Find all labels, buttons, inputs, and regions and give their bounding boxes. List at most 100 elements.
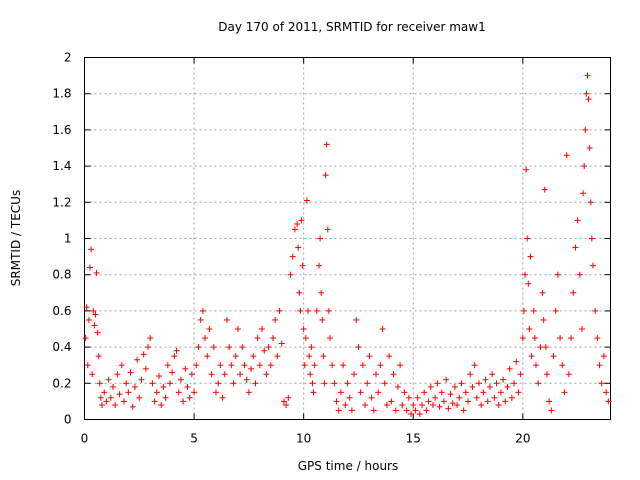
data-point bbox=[381, 380, 388, 387]
data-point bbox=[280, 398, 287, 405]
data-point bbox=[532, 362, 539, 369]
data-point bbox=[303, 197, 310, 204]
data-point bbox=[370, 407, 377, 414]
data-point bbox=[399, 402, 406, 409]
data-point bbox=[542, 344, 549, 351]
data-point bbox=[285, 394, 292, 401]
data-point bbox=[449, 400, 456, 407]
data-point bbox=[313, 307, 320, 314]
data-point bbox=[105, 376, 112, 383]
y-tick-label: 0.6 bbox=[52, 304, 71, 318]
y-tick-label: 0.4 bbox=[52, 340, 71, 354]
data-point bbox=[403, 407, 410, 414]
data-point bbox=[171, 353, 178, 360]
data-point bbox=[460, 407, 467, 414]
data-point bbox=[543, 371, 550, 378]
data-point bbox=[248, 365, 255, 372]
data-point bbox=[226, 344, 233, 351]
data-point bbox=[269, 335, 276, 342]
data-point bbox=[239, 344, 246, 351]
y-tick-label: 1.8 bbox=[52, 87, 71, 101]
data-point bbox=[99, 402, 106, 409]
data-point bbox=[377, 362, 384, 369]
data-point bbox=[383, 402, 390, 409]
data-point bbox=[405, 394, 412, 401]
data-point bbox=[580, 190, 587, 197]
data-point bbox=[136, 394, 143, 401]
data-point bbox=[323, 141, 330, 148]
data-point bbox=[188, 371, 195, 378]
data-point bbox=[317, 235, 324, 242]
x-tick-label: 20 bbox=[515, 432, 530, 446]
data-point bbox=[351, 371, 358, 378]
data-point bbox=[587, 199, 594, 206]
data-point bbox=[276, 307, 283, 314]
data-point bbox=[588, 235, 595, 242]
data-point bbox=[520, 307, 527, 314]
data-point bbox=[149, 380, 156, 387]
data-point bbox=[511, 380, 518, 387]
data-point bbox=[539, 289, 546, 296]
data-point bbox=[346, 394, 353, 401]
data-point bbox=[434, 380, 441, 387]
data-point bbox=[195, 344, 202, 351]
data-point bbox=[103, 398, 110, 405]
data-point bbox=[493, 380, 500, 387]
data-point bbox=[482, 376, 489, 383]
data-point bbox=[576, 271, 583, 278]
y-axis-label: SRMTID / TECUs bbox=[9, 190, 23, 286]
data-point bbox=[221, 371, 228, 378]
data-point bbox=[348, 407, 355, 414]
data-point bbox=[107, 394, 114, 401]
data-point bbox=[572, 244, 579, 251]
data-point bbox=[316, 262, 323, 269]
data-point bbox=[535, 380, 542, 387]
data-point bbox=[147, 335, 154, 342]
data-point bbox=[299, 262, 306, 269]
data-point bbox=[526, 326, 533, 332]
data-point bbox=[252, 380, 259, 387]
data-point bbox=[156, 373, 163, 380]
data-point bbox=[447, 391, 454, 398]
data-point bbox=[294, 221, 301, 228]
data-point bbox=[325, 307, 332, 314]
data-point bbox=[530, 307, 537, 314]
data-point bbox=[480, 389, 487, 396]
data-points bbox=[82, 72, 612, 418]
data-point bbox=[517, 371, 524, 378]
data-point bbox=[191, 389, 198, 396]
data-point bbox=[114, 371, 121, 378]
data-point bbox=[561, 389, 568, 396]
data-point bbox=[554, 271, 561, 278]
data-point bbox=[142, 365, 149, 372]
data-point bbox=[579, 326, 586, 332]
data-point bbox=[476, 380, 482, 387]
x-tick-label: 5 bbox=[190, 432, 198, 446]
data-point bbox=[120, 398, 127, 405]
data-point bbox=[127, 369, 134, 376]
data-point bbox=[331, 380, 338, 387]
data-point bbox=[202, 335, 209, 342]
data-point bbox=[329, 362, 336, 369]
data-point bbox=[166, 380, 173, 387]
data-point bbox=[401, 389, 408, 396]
data-point bbox=[182, 365, 189, 372]
x-tick-label: 10 bbox=[296, 432, 311, 446]
data-point bbox=[531, 335, 538, 342]
data-point bbox=[97, 394, 104, 401]
data-point bbox=[486, 383, 493, 390]
data-point bbox=[603, 389, 610, 396]
data-point bbox=[213, 389, 219, 396]
data-point bbox=[228, 362, 235, 369]
data-point bbox=[237, 371, 244, 378]
data-point bbox=[263, 371, 270, 378]
data-point bbox=[243, 376, 250, 383]
data-point bbox=[169, 369, 176, 376]
data-point bbox=[589, 262, 596, 269]
data-point bbox=[563, 152, 570, 159]
grid-lines bbox=[84, 57, 611, 420]
data-point bbox=[552, 307, 559, 314]
data-point bbox=[471, 362, 478, 369]
data-point bbox=[497, 389, 504, 396]
data-point bbox=[123, 380, 130, 387]
